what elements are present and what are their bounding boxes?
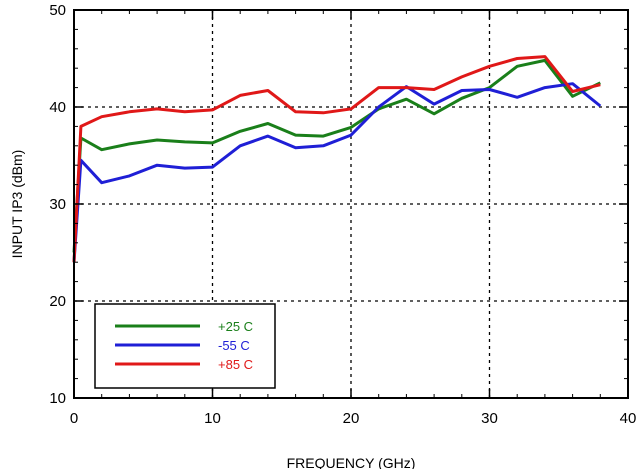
- y-tick-label: 50: [49, 2, 66, 19]
- legend: +25 C -55 C +85 C: [94, 303, 276, 389]
- series-line: [72, 82, 602, 263]
- x-tick-label: 0: [70, 410, 78, 427]
- y-tick-label: 30: [49, 196, 66, 213]
- legend-label: -55 C: [218, 338, 250, 353]
- x-tick-label: 10: [204, 410, 221, 427]
- x-tick-label: 40: [620, 410, 637, 427]
- series-line: [72, 55, 601, 263]
- y-tick-label: 10: [49, 390, 66, 407]
- y-tick-label: 40: [49, 99, 66, 116]
- series-line: [72, 58, 601, 253]
- x-tick-label: 20: [343, 410, 360, 427]
- y-axis-title: INPUT IP3 (dBm): [9, 150, 25, 259]
- y-tick-labels: 10 20 30 40 50: [49, 2, 66, 407]
- series-layer: [72, 55, 602, 263]
- y-tick-label: 20: [49, 293, 66, 310]
- legend-label: +25 C: [218, 319, 253, 334]
- axis-ticks: [73, 9, 629, 399]
- x-tick-label: 30: [481, 410, 498, 427]
- legend-label: +85 C: [218, 357, 253, 372]
- x-axis-title: FREQUENCY (GHz): [287, 455, 416, 469]
- x-tick-labels: 0 10 20 30 40: [70, 410, 637, 427]
